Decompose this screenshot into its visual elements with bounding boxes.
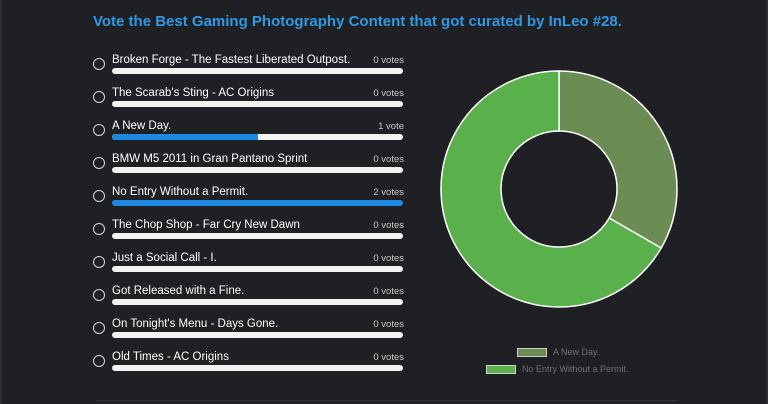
radio-button[interactable] [93, 157, 105, 169]
vote-bar [112, 167, 403, 173]
option-votes: 1 vote [378, 121, 404, 132]
poll-option-3[interactable]: A New Day. 1 vote [92, 118, 404, 151]
vote-bar [112, 134, 403, 140]
option-label: Just a Social Call - I. [112, 252, 217, 264]
radio-button[interactable] [93, 355, 105, 367]
option-votes: 0 votes [373, 220, 404, 231]
vote-bar-fill [112, 134, 258, 140]
radio-button[interactable] [93, 58, 105, 70]
vote-bar [112, 68, 403, 74]
poll-option-10[interactable]: Old Times - AC Origins 0 votes [92, 349, 404, 382]
donut-chart [430, 60, 688, 318]
vote-bar [112, 101, 403, 107]
radio-button[interactable] [93, 322, 105, 334]
vote-bar-fill [112, 200, 403, 206]
option-label: No Entry Without a Permit. [112, 186, 249, 198]
option-label: Got Released with a Fine. [112, 285, 245, 297]
option-votes: 0 votes [373, 55, 404, 66]
option-votes: 0 votes [373, 319, 404, 330]
option-label: The Chop Shop - Far Cry New Dawn [112, 219, 300, 231]
option-votes: 0 votes [373, 352, 404, 363]
radio-button[interactable] [93, 190, 105, 202]
option-votes: 0 votes [373, 154, 404, 165]
poll-option-6[interactable]: The Chop Shop - Far Cry New Dawn 0 votes [92, 217, 404, 250]
vote-bar [112, 266, 403, 272]
option-label: The Scarab's Sting - AC Origins [112, 87, 274, 99]
option-votes: 0 votes [373, 253, 404, 264]
option-label: A New Day. [112, 120, 172, 132]
poll-title: Vote the Best Gaming Photography Content… [93, 13, 622, 30]
poll-option-1[interactable]: Broken Forge - The Fastest Liberated Out… [92, 52, 404, 85]
poll-option-5[interactable]: No Entry Without a Permit. 2 votes [92, 184, 404, 217]
legend-label: A New Day. [553, 347, 600, 357]
option-votes: 0 votes [373, 286, 404, 297]
vote-bar [112, 332, 403, 338]
legend-swatch [517, 348, 547, 357]
option-label: BMW M5 2011 in Gran Pantano Sprint [112, 153, 308, 165]
option-votes: 2 votes [373, 187, 404, 198]
radio-button[interactable] [93, 91, 105, 103]
vote-bar [112, 299, 403, 305]
radio-button[interactable] [93, 223, 105, 235]
vote-bar [112, 233, 403, 239]
option-label: Old Times - AC Origins [112, 351, 229, 363]
option-label: On Tonight's Menu - Days Gone. [112, 318, 279, 330]
donut-chart-svg [440, 70, 678, 308]
legend-label: No Entry Without a Permit. [522, 364, 629, 374]
poll-option-9[interactable]: On Tonight's Menu - Days Gone. 0 votes [92, 316, 404, 349]
option-votes: 0 votes [373, 88, 404, 99]
poll-option-7[interactable]: Just a Social Call - I. 0 votes [92, 250, 404, 283]
donut-slice-1[interactable] [558, 70, 678, 250]
radio-button[interactable] [93, 124, 105, 136]
divider [96, 400, 676, 401]
vote-bar [112, 365, 403, 371]
donut-slice-2[interactable] [440, 70, 663, 308]
option-label: Broken Forge - The Fastest Liberated Out… [112, 54, 351, 66]
right-edge [766, 0, 768, 404]
poll-options: Broken Forge - The Fastest Liberated Out… [92, 52, 404, 382]
left-edge [0, 0, 2, 404]
poll-option-4[interactable]: BMW M5 2011 in Gran Pantano Sprint 0 vot… [92, 151, 404, 184]
radio-button[interactable] [93, 256, 105, 268]
radio-button[interactable] [93, 289, 105, 301]
poll-option-2[interactable]: The Scarab's Sting - AC Origins 0 votes [92, 85, 404, 118]
legend-swatch [486, 365, 516, 374]
poll-option-8[interactable]: Got Released with a Fine. 0 votes [92, 283, 404, 316]
vote-bar [112, 200, 403, 206]
